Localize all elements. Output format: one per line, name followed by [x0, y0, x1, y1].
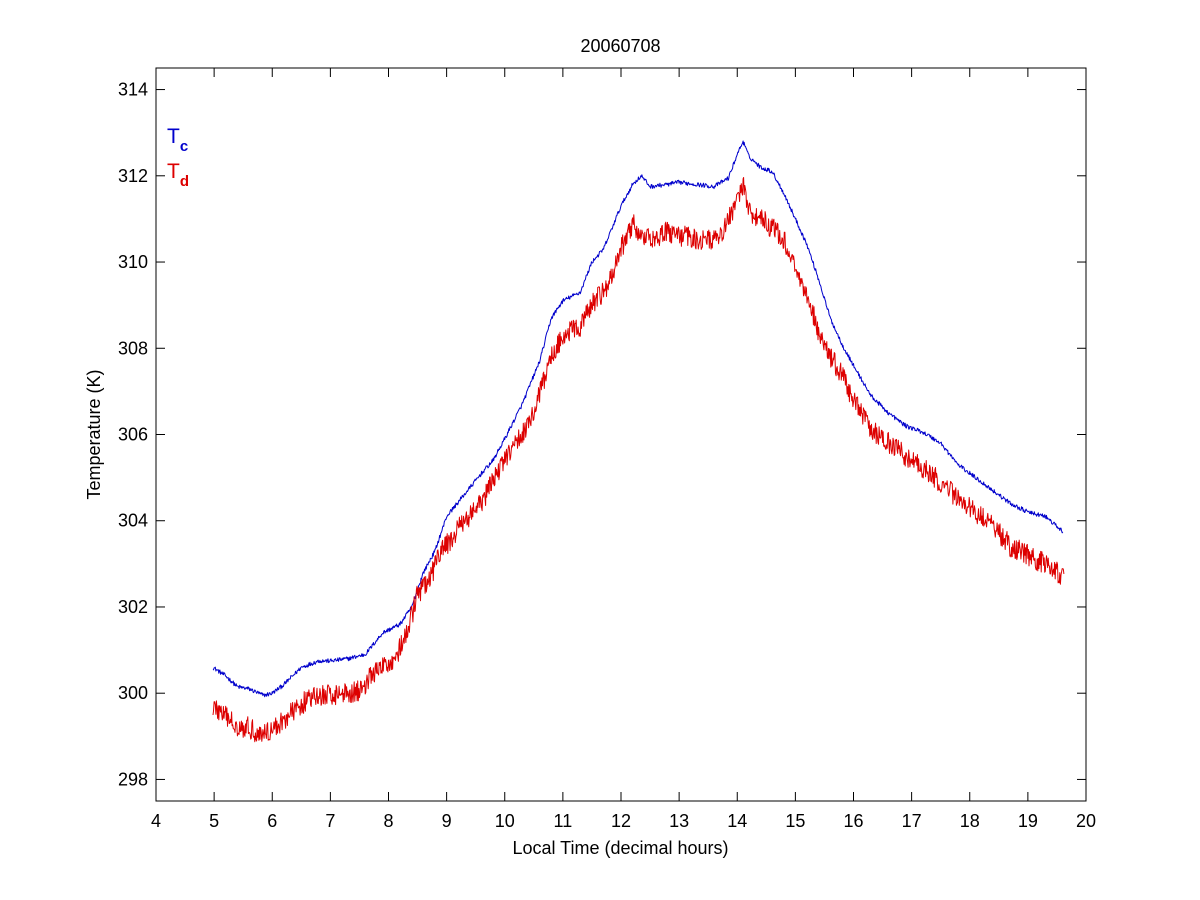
y-axis-title: Temperature (K)	[84, 369, 104, 499]
y-tick-label: 302	[118, 597, 148, 617]
x-tick-label: 9	[442, 811, 452, 831]
x-tick-label: 7	[325, 811, 335, 831]
y-tick-label: 306	[118, 425, 148, 445]
x-tick-label: 5	[209, 811, 219, 831]
x-tick-label: 11	[554, 811, 573, 831]
legend-subscript: c	[180, 138, 188, 155]
series-layer	[212, 140, 1065, 743]
x-axis-title: Local Time (decimal hours)	[512, 838, 728, 858]
x-tick-label: 16	[843, 811, 863, 831]
legend-subscript: d	[180, 173, 189, 190]
x-tick-label: 4	[151, 811, 161, 831]
x-tick-label: 20	[1076, 811, 1096, 831]
plot-area: 4 5 6 7 8 9 10 11 12 13 14 15 16 17 18 19 20 298 300 302 304…	[118, 67, 1096, 831]
plot-frame	[155, 67, 1087, 802]
y-tick-label: 308	[118, 338, 148, 358]
y-tick-label: 310	[118, 252, 148, 272]
y-tick-label: 300	[118, 683, 148, 703]
series-line-td	[212, 177, 1065, 743]
x-tick-label: 6	[267, 811, 277, 831]
x-tick-label: 15	[785, 811, 805, 831]
x-tick-label: 12	[611, 811, 631, 831]
x-tick-label: 8	[383, 811, 393, 831]
x-tick-label: 10	[495, 811, 515, 831]
x-tick-label: 19	[1018, 811, 1038, 831]
y-tick-label: 304	[118, 511, 148, 531]
y-tick-label: 298	[118, 769, 148, 789]
y-tick-label: 312	[118, 166, 148, 186]
series-line-tc	[212, 140, 1064, 698]
y-tick-label: 314	[118, 80, 148, 100]
x-tick-label: 14	[727, 811, 747, 831]
x-tick-label: 18	[960, 811, 980, 831]
x-tick-label: 17	[902, 811, 922, 831]
chart-title: 20060708	[580, 36, 660, 56]
tick-layer: 4 5 6 7 8 9 10 11 12 13 14 15 16 17 18 19 20 298 300 302 304…	[118, 68, 1096, 831]
x-tick-label: 13	[669, 811, 689, 831]
